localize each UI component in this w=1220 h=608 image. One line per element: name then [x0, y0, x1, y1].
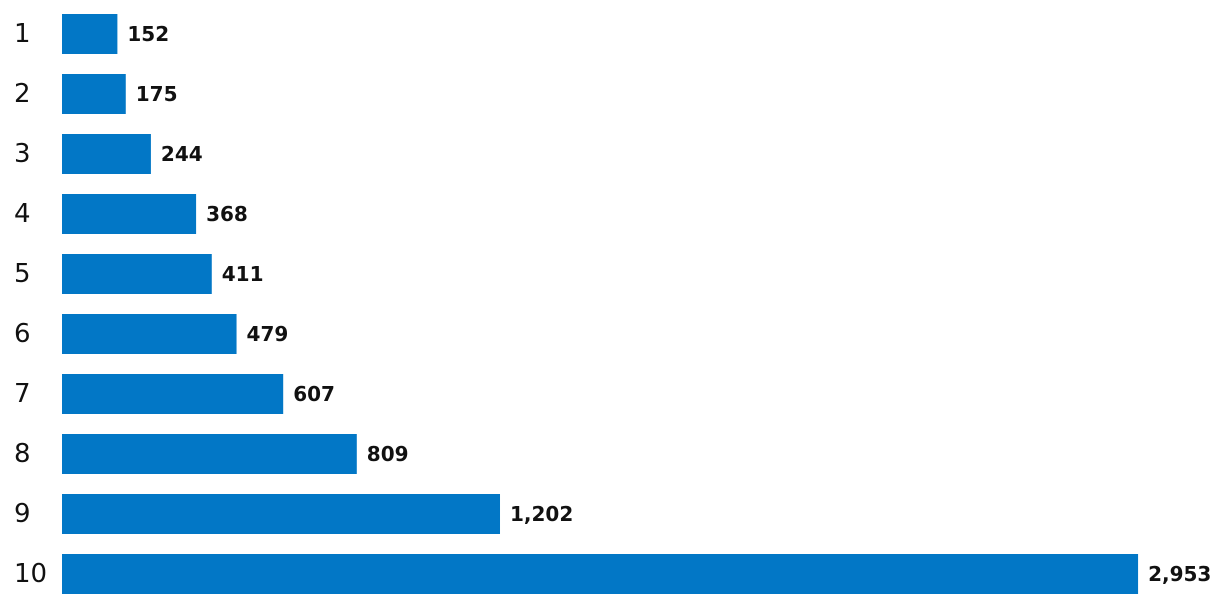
category-label-4: 4 [14, 199, 31, 229]
bar-8 [62, 434, 357, 474]
category-label-8: 8 [14, 439, 31, 469]
bar-10 [62, 554, 1139, 594]
bar-3 [62, 134, 151, 174]
value-label-2: 175 [136, 82, 178, 106]
category-label-3: 3 [14, 139, 31, 169]
value-label-1: 152 [127, 22, 169, 46]
bar-4 [62, 194, 197, 234]
value-label-6: 479 [247, 322, 289, 346]
category-label-6: 6 [14, 319, 31, 349]
value-label-8: 809 [367, 442, 409, 466]
category-label-5: 5 [14, 259, 31, 289]
bar-5 [62, 254, 212, 294]
value-label-4: 368 [206, 202, 248, 226]
category-label-9: 9 [14, 499, 31, 529]
category-label-2: 2 [14, 79, 31, 109]
value-label-9: 1,202 [510, 502, 573, 526]
bar-1 [62, 14, 118, 54]
category-label-10: 10 [14, 559, 47, 589]
bar-9 [62, 494, 501, 534]
bar-7 [62, 374, 284, 414]
value-label-7: 607 [293, 382, 335, 406]
value-label-3: 244 [161, 142, 203, 166]
bar-2 [62, 74, 126, 114]
category-label-1: 1 [14, 19, 31, 49]
bar-6 [62, 314, 237, 354]
value-label-5: 411 [222, 262, 264, 286]
value-label-10: 2,953 [1148, 562, 1211, 586]
category-label-7: 7 [14, 379, 31, 409]
